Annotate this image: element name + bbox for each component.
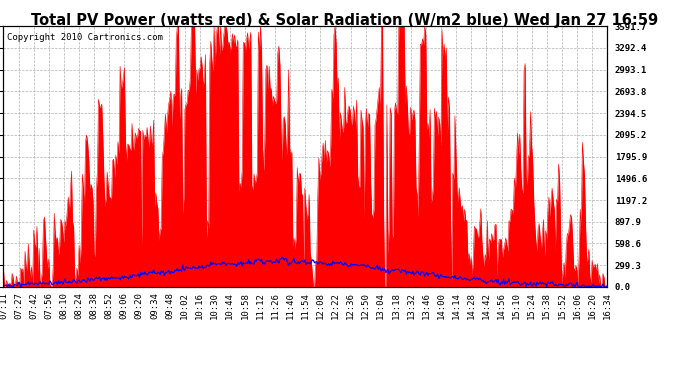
Text: Copyright 2010 Cartronics.com: Copyright 2010 Cartronics.com [7,33,163,42]
Text: Total PV Power (watts red) & Solar Radiation (W/m2 blue) Wed Jan 27 16:59: Total PV Power (watts red) & Solar Radia… [32,13,658,28]
